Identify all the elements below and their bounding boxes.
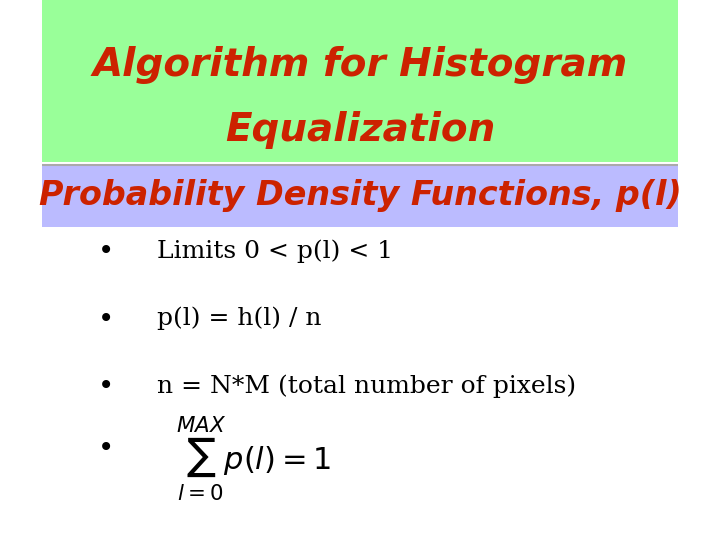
FancyBboxPatch shape <box>42 165 678 227</box>
Text: n = N*M (total number of pixels): n = N*M (total number of pixels) <box>157 374 576 398</box>
Text: Algorithm for Histogram: Algorithm for Histogram <box>92 46 628 84</box>
Text: •: • <box>98 305 114 333</box>
Text: •: • <box>98 237 114 265</box>
Text: Probability Density Functions, p(l): Probability Density Functions, p(l) <box>39 179 681 212</box>
FancyBboxPatch shape <box>42 0 678 162</box>
Text: •: • <box>98 434 114 462</box>
Text: p(l) = h(l) / n: p(l) = h(l) / n <box>157 307 321 330</box>
Text: •: • <box>98 372 114 400</box>
Text: $\sum_{l=0}^{MAX} p(l) = 1$: $\sum_{l=0}^{MAX} p(l) = 1$ <box>176 414 331 504</box>
Text: Limits 0 < p(l) < 1: Limits 0 < p(l) < 1 <box>157 239 392 263</box>
Text: Equalization: Equalization <box>225 111 495 148</box>
